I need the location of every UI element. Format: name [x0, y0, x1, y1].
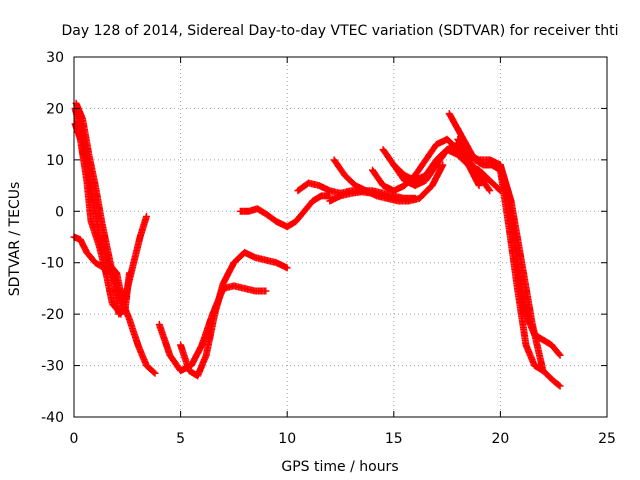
marker-track	[390, 146, 504, 195]
series-track-6	[177, 248, 291, 380]
data-series	[70, 99, 564, 390]
y-tick-label: -30	[41, 359, 64, 375]
marker-track	[177, 248, 291, 380]
x-tick-label: 20	[491, 431, 509, 447]
y-tick-label: -10	[41, 256, 64, 272]
x-tick-label: 5	[176, 431, 185, 447]
series-track-13	[390, 146, 504, 195]
x-tick-label: 25	[598, 431, 616, 447]
x-tick-label: 10	[278, 431, 296, 447]
x-tick-label: 0	[70, 431, 79, 447]
marker-track	[486, 156, 564, 359]
series-track-7	[236, 192, 334, 231]
series-track-3	[71, 120, 150, 318]
marker-track	[236, 192, 334, 231]
axis-ticks: 0 5 10 15 20 25 -40 -30 -20 -10 0 10 20 30	[41, 50, 616, 447]
chart-title: Day 128 of 2014, Sidereal Day-to-day VTE…	[62, 23, 619, 39]
y-tick-label: 10	[46, 153, 64, 169]
y-tick-label: -20	[41, 307, 64, 323]
marker-track	[72, 99, 133, 318]
y-tick-label: 0	[55, 204, 64, 220]
y-tick-label: 30	[46, 50, 64, 66]
grid	[74, 57, 607, 417]
y-axis-label: SDTVAR / TECUs	[7, 182, 23, 297]
x-axis-label: GPS time / hours	[281, 459, 398, 475]
marker-track	[330, 156, 447, 205]
y-tick-label: -40	[41, 410, 64, 426]
x-tick-label: 15	[385, 431, 403, 447]
series-track-16	[486, 156, 564, 359]
marker-track	[71, 120, 150, 318]
plot-frame	[73, 56, 608, 418]
series-track-10	[330, 156, 447, 205]
y-tick-label: 20	[46, 101, 64, 117]
series-track-4	[72, 99, 133, 318]
